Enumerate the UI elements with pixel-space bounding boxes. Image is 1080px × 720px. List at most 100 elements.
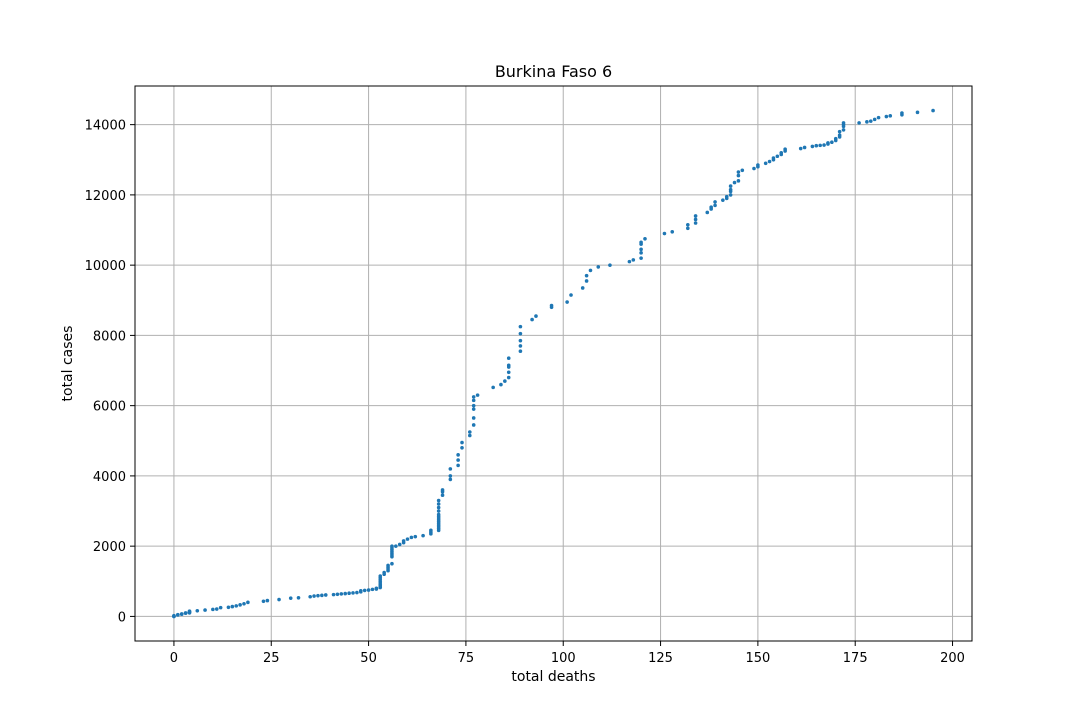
data-point [736,179,741,183]
data-point [172,613,176,618]
data-point [436,512,441,517]
data-point [448,474,453,478]
data-point [771,156,776,160]
data-point [503,379,507,383]
x-tick-label: 25 [263,651,280,666]
data-point [931,108,935,113]
data-point [798,146,803,151]
data-point [238,603,242,607]
data-point [378,574,383,578]
data-point [362,588,367,593]
data-point [740,168,745,173]
data-point [580,286,585,290]
data-point [468,430,472,434]
y-tick-label: 0 [118,610,126,625]
data-point [374,586,379,591]
data-point [440,493,445,498]
data-point [670,229,675,234]
data-point [841,128,846,132]
data-point [448,467,453,471]
data-point [491,385,495,390]
data-point [693,221,698,225]
data-point [584,273,589,278]
x-tick-label: 175 [843,651,868,666]
data-point [468,433,472,438]
data-point [335,592,340,597]
data-point [370,587,375,592]
data-point [316,593,320,598]
data-point [709,205,713,209]
data-point [351,591,355,595]
data-point [693,217,698,222]
data-point [686,222,690,227]
data-point [331,592,336,597]
x-tick-label: 100 [551,651,576,666]
data-point [631,258,636,262]
data-point [421,533,425,538]
data-point [277,597,281,602]
x-tick-label: 50 [360,651,377,666]
data-point [460,440,464,445]
data-point [888,114,893,118]
data-point [736,170,741,174]
data-point [471,403,476,408]
data-point [179,612,184,616]
y-tick-label: 8000 [93,329,126,344]
data-point [506,370,511,375]
data-point [721,198,725,202]
x-tick-label: 150 [745,651,770,666]
data-point [242,601,246,606]
y-tick-label: 14000 [85,119,126,134]
data-point [214,607,219,611]
data-point [584,279,589,283]
data-point [693,214,698,218]
data-point [390,561,394,566]
data-point [728,193,733,197]
data-point [312,594,316,598]
data-point [830,140,834,145]
data-point [627,259,632,264]
data-point [436,505,441,510]
x-tick-label: 200 [940,651,965,666]
data-point [639,247,643,252]
data-point [203,608,207,612]
data-point [518,338,523,343]
data-point [355,590,359,595]
data-point [234,604,239,608]
data-point [857,121,861,125]
data-point [518,344,523,348]
data-point [440,488,445,492]
y-tick-label: 4000 [93,470,126,485]
data-point [518,324,523,329]
data-point [308,594,312,599]
data-point [643,237,647,241]
data-point [608,263,612,267]
data-point [565,300,569,304]
data-point [534,314,538,318]
data-point [728,184,733,188]
data-point [713,200,717,204]
data-point [320,593,324,598]
data-point [518,349,523,354]
plot-frame [134,85,973,642]
data-point [436,509,441,513]
data-point [358,588,363,593]
data-point [841,121,846,125]
data-point [448,477,453,482]
data-point [639,251,643,255]
data-point [397,542,402,547]
data-point [884,114,889,119]
data-point [837,133,842,137]
data-point [409,535,414,540]
data-point [460,446,464,450]
data-point [456,463,460,468]
data-point [347,591,351,596]
x-tick-label: 0 [170,651,178,666]
y-tick-label: 2000 [93,540,126,555]
data-point [639,256,643,260]
data-point [736,173,741,178]
data-point [386,563,390,568]
data-points [172,108,935,619]
